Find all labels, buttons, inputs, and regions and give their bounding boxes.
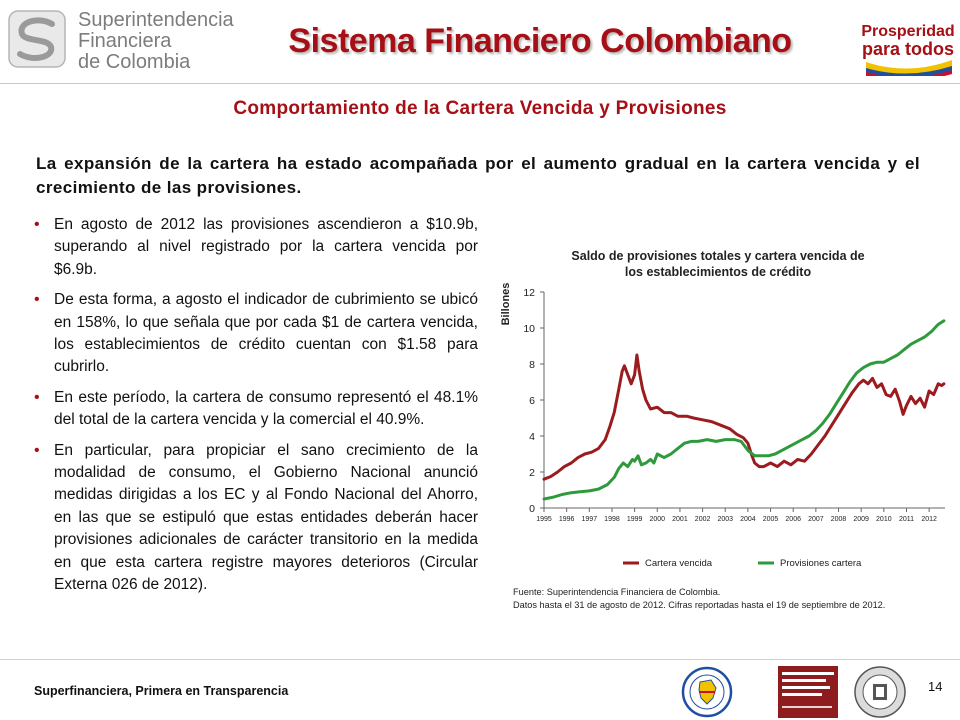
chart-axes (543, 292, 945, 509)
y-tick-label: 8 (529, 359, 535, 371)
legend-label: Provisiones cartera (780, 558, 862, 569)
x-tick-label: 2012 (921, 516, 937, 523)
bullet-item: • En particular, para propiciar el sano c… (34, 440, 478, 597)
badge-line-2: para todos (862, 39, 954, 59)
bureau-veritas-icon (854, 666, 906, 718)
x-tick-label: 2009 (853, 516, 869, 523)
source-note-1: Fuente: Superintendencia Financiera de C… (513, 587, 720, 597)
footer-divider (0, 659, 960, 660)
x-tick-label: 2002 (695, 516, 711, 523)
y-tick-label: 6 (529, 395, 535, 407)
logo-text-line-3: de Colombia (78, 51, 191, 73)
bullet-dot-icon: • (34, 441, 40, 459)
y-tick-label: 4 (529, 431, 535, 443)
logo-text-line-1: Superintendencia (78, 9, 234, 31)
x-tick-label: 1996 (559, 516, 575, 523)
superintendencia-logo-icon (8, 10, 66, 68)
bullet-item: • En agosto de 2012 las provisiones ascen… (34, 214, 478, 281)
y-tick-label: 10 (523, 323, 535, 335)
bullet-dot-icon: • (34, 216, 40, 233)
y-tick-label: 2 (529, 467, 535, 479)
y-tick-label: 0 (529, 503, 535, 515)
bullet-item: • De esta forma, a agosto el indicador de… (34, 289, 478, 379)
source-note-2: Datos hasta el 31 de agosto de 2012. Cif… (513, 600, 885, 610)
chart: Saldo de provisiones totales y cartera v… (500, 249, 946, 610)
x-tick-label: 2000 (649, 516, 665, 523)
bullet-item: • En este período, la cartera de consumo … (34, 387, 478, 432)
x-axis-ticks: 1995 1996 1997 1998 1999 2000 2001 2002 2003 2004… (536, 508, 937, 523)
x-tick-label: 2005 (763, 516, 779, 523)
x-tick-label: 1999 (627, 516, 643, 523)
x-tick-label: 2011 (899, 516, 914, 523)
legend-label: Cartera vencida (645, 558, 713, 569)
x-tick-label: 2010 (876, 516, 892, 523)
chart-legend: Cartera vencida Provisiones cartera (623, 558, 862, 569)
x-tick-label: 1995 (536, 516, 552, 523)
iso-certification-icon (778, 666, 838, 718)
prosperidad-badge-icon: Prosperidad para todos (862, 23, 954, 76)
intro-paragraph: La expansión de la cartera ha estado aco… (36, 154, 920, 197)
footer-slogan: Superfinanciera, Primera en Transparenci… (34, 684, 289, 698)
bullet-text: En agosto de 2012 las provisiones ascend… (54, 216, 478, 278)
x-tick-label: 2003 (717, 516, 733, 523)
page-title: Sistema Financiero Colombiano (288, 22, 792, 60)
x-tick-label: 2004 (740, 516, 756, 523)
x-tick-label: 2006 (785, 516, 801, 523)
bullet-dot-icon: • (34, 388, 40, 406)
y-tick-label: 12 (523, 287, 535, 299)
x-tick-label: 1998 (604, 516, 620, 523)
bullet-text: En particular, para propiciar el sano cr… (54, 441, 478, 594)
y-axis-label: Billones (500, 283, 512, 326)
bullet-list: • En agosto de 2012 las provisiones ascen… (34, 214, 478, 605)
logo-text-line-2: Financiera (78, 30, 172, 52)
section-subtitle: Comportamiento de la Cartera Vencida y P… (233, 98, 727, 119)
chart-title-line-2: los establecimientos de crédito (625, 265, 812, 279)
x-tick-label: 1997 (582, 516, 598, 523)
badge-line-1: Prosperidad (862, 23, 954, 40)
header-divider (0, 83, 960, 84)
bullet-text: En este período, la cartera de consumo r… (54, 388, 478, 429)
x-tick-label: 2008 (831, 516, 847, 523)
bullet-text: De esta forma, a agosto el indicador de … (54, 291, 478, 376)
x-tick-label: 2007 (808, 516, 824, 523)
series-line-cartera-vencida (542, 353, 946, 481)
quality-seal-icon (681, 666, 733, 718)
series-layer (542, 319, 946, 501)
chart-title: Saldo de provisiones totales y cartera v… (571, 249, 864, 263)
x-tick-label: 2001 (672, 516, 688, 523)
bullet-dot-icon: • (34, 291, 40, 309)
series-line-provisiones-cartera (542, 319, 946, 501)
page-number: 14 (928, 679, 943, 694)
y-axis-ticks: 0 2 4 6 8 10 12 (523, 287, 544, 515)
